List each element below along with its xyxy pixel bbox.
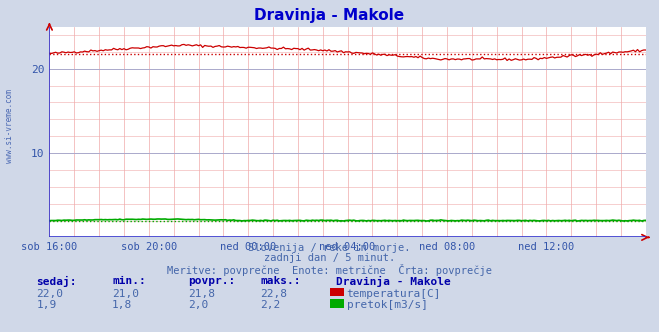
Text: 1,8: 1,8 <box>112 300 132 310</box>
Text: povpr.:: povpr.: <box>188 276 235 286</box>
Text: www.si-vreme.com: www.si-vreme.com <box>5 89 14 163</box>
Text: 2,0: 2,0 <box>188 300 208 310</box>
Text: 2,2: 2,2 <box>260 300 281 310</box>
Text: 1,9: 1,9 <box>36 300 57 310</box>
Text: 21,8: 21,8 <box>188 289 215 299</box>
Text: maks.:: maks.: <box>260 276 301 286</box>
Text: 22,0: 22,0 <box>36 289 63 299</box>
Text: temperatura[C]: temperatura[C] <box>347 289 441 299</box>
Text: Dravinja - Makole: Dravinja - Makole <box>254 8 405 23</box>
Text: sedaj:: sedaj: <box>36 276 76 287</box>
Text: Meritve: povprečne  Enote: metrične  Črta: povprečje: Meritve: povprečne Enote: metrične Črta:… <box>167 264 492 276</box>
Text: Slovenija / reke in morje.: Slovenija / reke in morje. <box>248 243 411 253</box>
Text: 21,0: 21,0 <box>112 289 139 299</box>
Text: 22,8: 22,8 <box>260 289 287 299</box>
Text: Dravinja - Makole: Dravinja - Makole <box>336 276 451 287</box>
Text: pretok[m3/s]: pretok[m3/s] <box>347 300 428 310</box>
Text: min.:: min.: <box>112 276 146 286</box>
Text: zadnji dan / 5 minut.: zadnji dan / 5 minut. <box>264 253 395 263</box>
